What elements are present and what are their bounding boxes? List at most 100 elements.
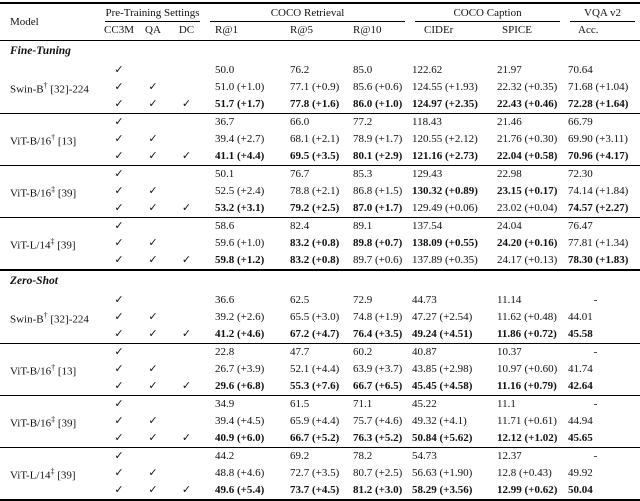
table-row: ViT-B/16‡ [39] ✓ 50.1 76.7 85.3 129.43 22.98 72… — [0, 165, 640, 218]
cell-spice: 12.99 (+0.62) — [497, 484, 558, 496]
cell-r1: 50.0 — [215, 64, 235, 76]
table-row: Swin-B† [32]-224 ✓ 36.6 62.5 72.9 44.73 11.14- — [0, 292, 640, 344]
model-name: ViT-L/14‡ [39] — [0, 217, 100, 271]
cell-r10: 77.2 — [353, 116, 373, 128]
table-row: ✓ ✓ ✓ 49.6 (+5.4) 73.7 (+4.5) 81.2 (+3.0) 58.2… — [0, 482, 640, 500]
cell-r10: 60.2 — [353, 346, 373, 358]
check-icon: ✓ — [148, 185, 158, 197]
cell-cider: 137.54 — [412, 220, 443, 232]
check-empty-cell — [138, 448, 168, 466]
check-icon: ✓ — [148, 133, 158, 145]
cell-r1: 50.1 — [215, 168, 235, 180]
cell-cider: 122.62 — [412, 64, 443, 76]
model-reference: [39] — [55, 417, 77, 430]
cell-spice: 10.37 — [497, 346, 522, 358]
cell-r5: 47.7 — [290, 346, 310, 358]
check-icon: ✓ — [168, 326, 205, 344]
group-header-row: Model Pre-Training Settings COCO Retriev… — [0, 3, 640, 41]
group-header-coco-retrieval: COCO Retrieval — [205, 3, 410, 22]
model-superscript: † — [43, 80, 48, 90]
cell-spice: 22.32 (+0.35) — [497, 81, 558, 93]
cell-acc: 74.14 (+1.84) — [568, 185, 629, 197]
cell-acc: 69.90 (+3.11) — [568, 133, 628, 145]
group-header-underline: COCO Caption — [415, 7, 561, 22]
cell-r1: 40.9 (+6.0) — [205, 430, 287, 448]
check-empty-cell — [168, 396, 205, 414]
group-header-label: VQA v2 — [584, 7, 621, 19]
cell-r5: 62.5 — [290, 294, 310, 306]
check-empty-cell — [168, 218, 205, 236]
cell-acc: 45.65 — [565, 430, 640, 448]
cell-spice: 21.76 (+0.30) — [497, 133, 558, 145]
table-row: ✓ ✓ ✓ 29.6 (+6.8) 55.3 (+7.6) 66.7 (+6.5) 45.4… — [0, 378, 640, 396]
cell-r10: 86.8 (+1.5) — [353, 185, 403, 197]
table-row: ✓ ✓ 39.4 (+4.5) 65.9 (+4.4) 75.7 (+4.6) 49.32… — [0, 413, 640, 430]
check-empty-cell — [138, 292, 168, 309]
cell-r1: 26.7 (+3.9) — [215, 363, 265, 375]
cell-spice: 22.98 — [497, 168, 522, 180]
cell-cider: 45.45 (+4.58) — [410, 378, 495, 396]
cell-cider: 45.22 — [412, 398, 437, 410]
group-header-label: Pre-Training Settings — [105, 7, 200, 19]
cell-r10: 63.9 (+3.7) — [353, 363, 403, 375]
table-row: ✓ ✓ 52.5 (+2.4) 78.8 (+2.1) 86.8 (+1.5) 130.3… — [0, 183, 640, 200]
column-header-model: Model — [0, 3, 100, 41]
cell-r5: 83.2 (+0.8) — [287, 252, 350, 271]
cell-r10: 87.0 (+1.7) — [350, 200, 411, 218]
cell-r10: 85.0 — [353, 64, 373, 76]
cell-spice: 12.12 (+1.02) — [494, 430, 566, 448]
cell-acc: 44.94 — [568, 415, 593, 427]
cell-r1: 41.1 (+4.4) — [205, 148, 287, 166]
cell-r10: 72.9 — [353, 294, 373, 306]
check-icon: ✓ — [114, 363, 124, 375]
model-reference: [13] — [55, 135, 77, 148]
model-name: ViT-L/14‡ [39] — [0, 448, 100, 501]
column-header-spice: SPICE — [494, 22, 566, 41]
cell-r5: 67.2 (+4.7) — [287, 326, 350, 344]
model-name-text: ViT-B/16 — [10, 417, 52, 430]
cell-acc: 76.47 — [568, 220, 593, 232]
cell-cider: 130.32 (+0.89) — [412, 185, 478, 197]
cell-acc: 72.30 — [568, 168, 593, 180]
model-superscript: † — [51, 362, 56, 372]
group-header-coco-caption: COCO Caption — [410, 3, 565, 22]
cell-spice: 12.8 (+0.43) — [497, 467, 552, 479]
check-icon: ✓ — [138, 326, 168, 344]
cell-r1: 58.6 — [215, 220, 235, 232]
cell-acc: 72.28 (+1.64) — [565, 96, 640, 114]
cell-r5: 66.7 (+5.2) — [287, 430, 350, 448]
cell-r10: 71.1 — [353, 398, 373, 410]
cell-spice: 22.04 (+0.58) — [494, 148, 566, 166]
cell-cider: 44.73 — [412, 294, 437, 306]
cell-r1: 48.8 (+4.6) — [215, 467, 265, 479]
cell-r5: 73.7 (+4.5) — [290, 484, 340, 496]
section-title: Zero-Shot — [10, 275, 58, 287]
model-reference: [32]-224 — [47, 83, 89, 96]
check-icon: ✓ — [148, 467, 158, 479]
model-reference: [13] — [55, 365, 77, 378]
cell-cider: 129.49 (+0.06) — [410, 200, 495, 218]
cell-spice: 21.97 — [497, 64, 522, 76]
cell-acc: - — [593, 398, 598, 410]
cell-spice: 10.97 (+0.60) — [497, 363, 558, 375]
cell-acc: 44.01 — [568, 311, 593, 323]
check-icon: ✓ — [114, 168, 124, 180]
cell-r5: 55.3 (+7.6) — [287, 378, 350, 396]
cell-r1: 39.4 (+2.7) — [215, 133, 265, 145]
check-empty-cell — [168, 309, 205, 326]
cell-cider: 137.89 (+0.35) — [410, 252, 495, 271]
table-row: ViT-B/16‡ [39] ✓ 34.9 61.5 71.1 45.22 11.1- — [0, 395, 640, 448]
model-reference: [32]-224 — [47, 313, 89, 326]
cell-acc: 66.79 — [568, 116, 593, 128]
cell-cider: 118.43 — [412, 116, 442, 128]
cell-spice: 22.43 (+0.46) — [494, 96, 566, 114]
cell-r10: 80.7 (+2.5) — [353, 467, 403, 479]
cell-spice: 11.14 — [497, 294, 522, 306]
check-icon: ✓ — [114, 81, 124, 93]
group-header-underline: COCO Retrieval — [210, 7, 406, 22]
check-icon: ✓ — [168, 252, 205, 271]
table-row: ✓ ✓ ✓ 59.8 (+1.2) 83.2 (+0.8) 89.7 (+0.6) 137.… — [0, 252, 640, 271]
check-empty-cell — [168, 183, 205, 200]
cell-r5: 69.2 — [290, 450, 310, 462]
group-header-pretraining: Pre-Training Settings — [100, 3, 205, 22]
